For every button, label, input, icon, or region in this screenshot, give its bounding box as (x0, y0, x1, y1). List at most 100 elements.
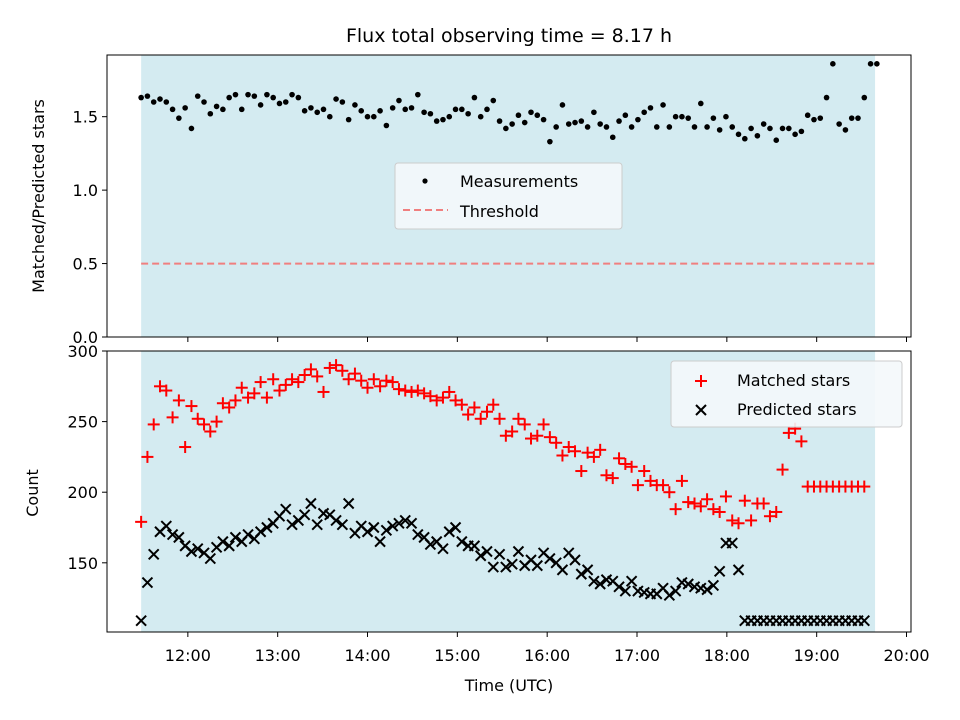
top-y-axis-label: Matched/Predicted stars (29, 99, 48, 293)
predicted-star-point (726, 537, 738, 549)
matched-star-point (462, 408, 475, 421)
measurement-point (685, 115, 692, 121)
measurement-point (408, 105, 415, 111)
matched-star-point (499, 429, 512, 442)
measurement-point (477, 113, 484, 120)
measurement-point (798, 128, 805, 135)
measurement-point (672, 113, 679, 120)
predicted-star-point (405, 517, 418, 529)
measurement-point (754, 132, 761, 139)
predicted-star-point (342, 497, 355, 510)
measurement-point (597, 121, 603, 127)
measurement-point (446, 113, 453, 120)
matched-star-point (154, 380, 167, 393)
measurement-point (867, 61, 874, 67)
matched-star-point (537, 418, 550, 431)
measurement-point (540, 116, 547, 123)
measurement-point (371, 113, 377, 120)
measurement-point (534, 112, 541, 119)
matched-star-point (361, 381, 374, 394)
predicted-star-point (254, 526, 267, 538)
measurement-point (811, 116, 817, 123)
measurement-point (855, 115, 861, 121)
matched-star-point (235, 381, 248, 394)
measurement-point (528, 109, 534, 116)
matched-star-point (392, 383, 405, 396)
bottom-x-tick-label: 12:00 (165, 646, 211, 665)
measurement-point (358, 108, 365, 114)
matched-star-point (141, 450, 154, 463)
measurement-point (635, 116, 641, 123)
bottom-x-tick-label: 13:00 (255, 646, 301, 665)
predicted-star-point (361, 526, 374, 538)
matched-star-point (304, 363, 317, 376)
predicted-legend-marker (695, 404, 707, 416)
measurement-point (433, 118, 440, 124)
measurement-point (282, 99, 289, 105)
chart-title: Flux total observing time = 8.17 h (346, 25, 672, 47)
measurement-point (471, 94, 478, 101)
measurement-point (150, 99, 157, 105)
measurement-point (842, 127, 849, 133)
measurement-point (584, 124, 591, 130)
measurement-point (377, 108, 383, 114)
matched-star-point (348, 367, 361, 380)
matched-star-point (242, 391, 255, 404)
measurement-point (415, 91, 421, 98)
predicted-star-point (280, 503, 292, 515)
matched-star-point (795, 435, 808, 448)
matched-star-point (147, 418, 160, 431)
measurement-point (609, 134, 616, 141)
measurement-point (509, 121, 515, 127)
predicted-star-point (569, 554, 581, 566)
matched-star-point (260, 391, 273, 404)
predicted-star-point (613, 581, 625, 593)
measurement-point (748, 125, 754, 132)
measurement-point (339, 99, 346, 105)
predicted-star-point (493, 548, 506, 561)
predicted-star-point (286, 518, 298, 531)
predicted-star-point (682, 578, 694, 590)
measurement-point (169, 106, 176, 113)
matched-star-point (613, 452, 626, 465)
bottom-x-tick-label: 17:00 (614, 646, 660, 665)
measurement-point (666, 124, 673, 130)
measurement-point (308, 105, 314, 111)
measurement-point (201, 99, 207, 105)
bottom-x-tick-label: 14:00 (344, 646, 390, 665)
matched-star-point (663, 486, 676, 499)
top-panel: 0.0 0.5 1.0 1.5 Matched/Predicted stars Mea… (29, 54, 912, 347)
matched-star-point (399, 384, 412, 397)
matched-star-point (216, 397, 229, 410)
measurement-point (264, 91, 270, 98)
matched-star-point (468, 401, 481, 414)
predicted-star-point (160, 520, 172, 532)
predicted-star-point (311, 518, 323, 531)
matched-star-point (355, 374, 368, 387)
measurement-point (503, 125, 509, 132)
measurement-point (641, 109, 647, 116)
predicted-star-point (531, 559, 544, 572)
predicted-star-point (625, 575, 638, 587)
top-axes-frame (106, 54, 912, 338)
matched-star-point (575, 465, 588, 478)
matched-star-point (701, 493, 714, 506)
measurement-point (716, 127, 723, 133)
matched-star-point (191, 412, 204, 425)
measurements-legend-marker (422, 178, 428, 184)
predicted-star-point (858, 614, 870, 627)
matched-star-point (248, 387, 261, 400)
matched-star-point (424, 390, 437, 403)
matched-star-point (587, 450, 600, 463)
matched-star-point (726, 514, 739, 527)
matched-star-point (594, 443, 607, 456)
top-y-tick-label: 1.5 (73, 108, 98, 127)
measurement-point (773, 137, 780, 143)
measurement-point (402, 106, 409, 113)
matched-star-point (411, 384, 424, 397)
measurement-point (691, 124, 698, 130)
matched-star-point (606, 472, 619, 485)
bottom-y-ticks: 150 200 250 300 (67, 342, 107, 573)
measurement-point (836, 121, 842, 127)
matched-star-point (682, 496, 695, 509)
